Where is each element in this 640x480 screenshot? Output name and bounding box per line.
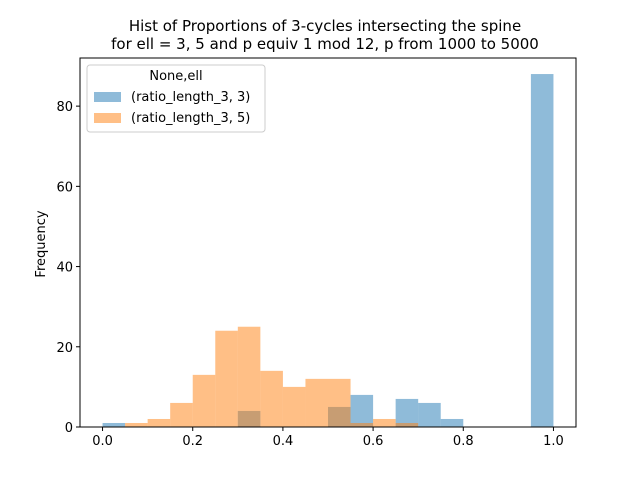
chart-title-line-1: Hist of Proportions of 3-cycles intersec… [129, 17, 521, 35]
bar-series-2-bin-2 [147, 418, 171, 427]
bar-series-1-bin-6 [418, 402, 441, 427]
bar-series-2-bin-8 [282, 386, 306, 427]
bar-series-2-bin-7 [260, 370, 283, 427]
chart-title-line-2: for ell = 3, 5 and p equiv 1 mod 12, p f… [111, 35, 539, 53]
bars-layer [102, 74, 554, 427]
x-tick-label: 0.4 [273, 434, 294, 449]
bar-series-2-bin-13 [395, 422, 419, 427]
bar-series-1-bin-8 [530, 74, 554, 427]
x-tick-label: 0.0 [92, 434, 113, 449]
legend-box [86, 64, 266, 133]
x-axis-ticks: 0.0 0.2 0.4 0.6 0.8 1.0 [92, 427, 564, 449]
y-tick-label: 80 [56, 100, 73, 115]
y-axis-ticks: 0 20 40 60 80 [56, 100, 80, 436]
x-tick-label: 1.0 [543, 434, 564, 449]
bar-series-2-bin-12 [373, 418, 396, 427]
y-tick-label: 60 [56, 180, 73, 195]
legend-title: None,ell [149, 69, 202, 84]
bar-series-1-bin-7 [440, 418, 464, 427]
bar-series-2-bin-11 [350, 422, 374, 427]
bar-series-1-bin-5 [395, 398, 419, 427]
bar-series-1-bin-1 [102, 422, 126, 427]
y-tick-label: 0 [65, 421, 73, 436]
legend-swatch-series-2 [94, 113, 121, 123]
legend-swatch-series-1 [94, 92, 121, 102]
bar-series-2-bin-5 [215, 330, 238, 427]
bar-series-2-bin-9 [305, 378, 328, 427]
bar-series-2-bin-3 [170, 402, 193, 427]
x-tick-label: 0.6 [363, 434, 384, 449]
legend-label-series-2: (ratio_length_3, 5) [131, 111, 250, 126]
legend-label-series-1: (ratio_length_3, 3) [131, 90, 250, 105]
bar-series-2-bin-1 [125, 422, 148, 427]
y-tick-label: 40 [56, 261, 73, 276]
y-tick-label: 20 [56, 341, 73, 356]
x-tick-label: 0.8 [453, 434, 474, 449]
y-axis-label: Frequency [34, 210, 49, 277]
bar-series-2-bin-10 [328, 378, 351, 427]
bar-series-1-bin-4 [350, 394, 374, 427]
plot-frame [79, 57, 577, 428]
bar-series-2-bin-4 [192, 374, 216, 427]
x-tick-label: 0.2 [182, 434, 203, 449]
bar-series-2-bin-6 [237, 326, 261, 427]
legend: None,ell (ratio_length_3, 3) (ratio_leng… [86, 64, 266, 133]
